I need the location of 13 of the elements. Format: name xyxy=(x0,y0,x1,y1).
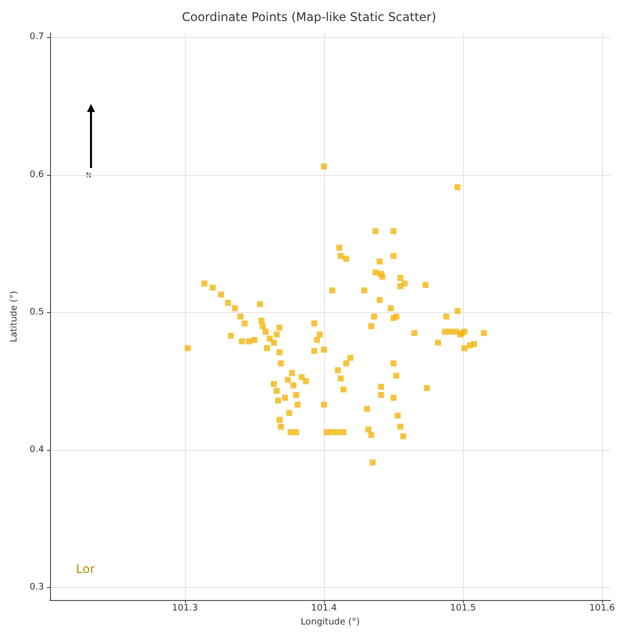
y-tick-label: 0.5 xyxy=(30,307,44,318)
y-tick-label: 0.3 xyxy=(30,582,44,593)
x-tick-label: 101.5 xyxy=(450,604,476,614)
x-axis-title: Longitude (°) xyxy=(300,618,360,628)
x-tick-label: 101.3 xyxy=(172,604,198,614)
y-tick-label: 0.6 xyxy=(30,170,44,180)
x-tick-label: 101.6 xyxy=(589,604,616,614)
y-axis-title: Latitude (°) xyxy=(9,290,20,342)
y-tick-label: 0.7 xyxy=(30,32,44,42)
chart-title: Coordinate Points (Map-like Static Scatter) xyxy=(182,10,436,24)
x-tick-label: 101.4 xyxy=(311,604,338,614)
y-tick-label: 0.4 xyxy=(30,445,44,456)
annotation: Lor xyxy=(76,562,95,576)
